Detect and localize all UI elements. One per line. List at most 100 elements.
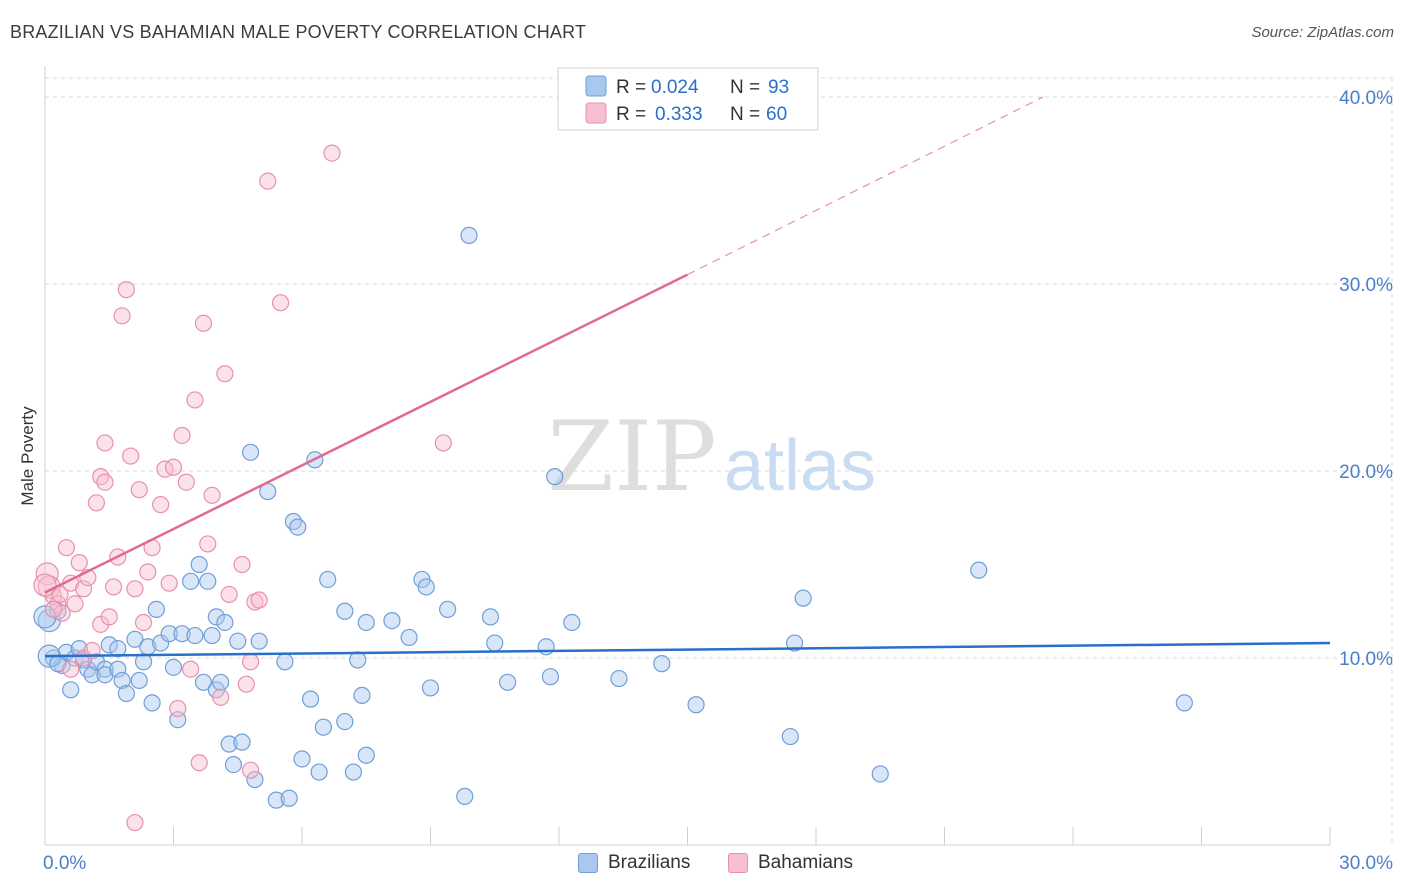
bahamians-point-8 (62, 660, 80, 678)
brazilians-point-32 (190, 555, 208, 574)
brazilians-point-41 (224, 755, 243, 774)
brazilians-point-36 (207, 608, 225, 626)
bahamians-point-28 (130, 481, 148, 499)
bahamians-point-36 (169, 699, 187, 718)
brazilians-point-45 (246, 770, 264, 789)
x-tick-label-0: 0.0% (43, 853, 86, 874)
brazilians-point-26 (160, 625, 178, 643)
series-bahamians (33, 144, 452, 832)
y-tick-label-3: 40.0% (1339, 88, 1393, 109)
y-tick-label-1: 20.0% (1339, 462, 1393, 483)
legend-r-value-1: 0.024 (651, 77, 699, 98)
legend-n-label-2: N = (730, 104, 760, 125)
brazilians-point-63 (353, 686, 371, 705)
brazilians-point-59 (336, 712, 354, 731)
bahamians-point-10 (70, 554, 88, 572)
bahamians-point-21 (104, 578, 123, 596)
brazilians-point-27 (164, 658, 183, 676)
bahamians-point-35 (164, 458, 183, 476)
brazilians-point-12 (96, 660, 114, 678)
y-tick-label-0: 10.0% (1339, 649, 1393, 670)
bahamians-point-46 (216, 365, 234, 383)
chart-title: BRAZILIAN VS BAHAMIAN MALE POVERTY CORRE… (10, 22, 587, 42)
brazilians-point-82 (653, 655, 671, 673)
brazilians-point-89 (1175, 694, 1193, 712)
brazilians-point-69 (417, 578, 435, 596)
bahamians-point-29 (134, 613, 153, 632)
bahamians-point-43 (199, 535, 217, 553)
bahamians-point-55 (271, 294, 290, 312)
brazilians-point-44 (242, 443, 260, 461)
watermark-atlas: atlas (724, 426, 876, 506)
bahamians-point-41 (190, 754, 208, 772)
brazilians-point-78 (541, 668, 560, 686)
trend-line-bahamians (44, 273, 689, 594)
bottom-legend-label-bahamians: Bahamians (758, 852, 854, 873)
brazilians-point-34 (199, 572, 217, 590)
brazilians-point-64 (357, 746, 375, 764)
brazilians-point-23 (143, 694, 161, 712)
brazilians-point-50 (280, 789, 298, 807)
trend-line-brazilians (44, 641, 1331, 658)
brazilians-point-17 (113, 671, 131, 690)
bahamians-point-50 (242, 653, 260, 671)
brazilians-point-53 (293, 750, 311, 768)
brazilians-point-86 (794, 589, 812, 607)
bahamians-point-53 (250, 591, 268, 609)
brazilians-point-75 (486, 634, 504, 652)
bahamians-point-40 (186, 391, 204, 409)
brazilians-point-57 (314, 718, 333, 736)
bahamians-point-9 (66, 595, 84, 613)
bahamians-point-34 (160, 574, 178, 592)
y-tick-label-2: 30.0% (1339, 275, 1393, 296)
bahamians-point-58 (33, 573, 57, 597)
bahamians-point-57 (434, 434, 452, 452)
bahamians-point-38 (177, 473, 195, 491)
bahamians-point-6 (57, 539, 76, 557)
bahamians-point-27 (126, 813, 144, 832)
brazilians-point-56 (310, 763, 328, 781)
bahamians-point-47 (220, 585, 238, 604)
bahamians-point-20 (100, 608, 118, 626)
bahamians-point-15 (87, 494, 106, 512)
bottom-legend-label-brazilians: Brazilians (608, 852, 691, 873)
brazilians-point-71 (439, 600, 457, 618)
brazilians-point-19 (126, 630, 144, 648)
source-label: Source: ZipAtlas.com (1251, 24, 1394, 41)
legend-r-label-2: R = (616, 104, 646, 125)
legend-swatch-brazilians-icon (578, 853, 598, 873)
bahamians-point-32 (152, 496, 170, 514)
brazilians-point-84 (781, 727, 799, 746)
brazilians-point-87 (871, 765, 889, 783)
brazilians-point-31 (186, 626, 204, 645)
brazilians-point-18 (117, 684, 135, 703)
bottom-legend-item-brazilians: Brazilians (578, 852, 690, 874)
brazilians-point-61 (344, 763, 362, 781)
brazilians-point-40 (220, 735, 238, 753)
brazilians-point-14 (100, 636, 118, 654)
brazilians-point-16 (109, 640, 127, 658)
bahamians-point-5 (53, 604, 71, 622)
legend-box: R = 0.024 N = 93 R = 0.333 N = 60 (557, 67, 819, 131)
brazilians-point-80 (563, 613, 581, 632)
bahamians-point-51 (242, 761, 260, 779)
brazilians-point-60 (336, 602, 354, 620)
brazilians-point-15 (109, 660, 127, 678)
x-tick-label-1: 30.0% (1339, 853, 1393, 874)
axes (44, 66, 1331, 846)
legend-n-value-2: 60 (766, 104, 787, 125)
bahamians-point-11 (74, 580, 93, 598)
legend-swatch-bahamians-icon (728, 853, 748, 873)
brazilians-point-5 (62, 681, 80, 699)
brazilians-point-83 (687, 696, 705, 714)
brazilians-point-43 (233, 733, 251, 751)
watermark-zip: ZIP (547, 401, 716, 513)
brazilians-point-49 (276, 653, 294, 671)
brazilians-point-35 (203, 626, 221, 645)
brazilians-point-62 (349, 651, 367, 669)
bahamians-point-23 (113, 307, 131, 325)
brazilians-point-24 (147, 600, 165, 618)
legend-swatch-blue (585, 75, 607, 97)
brazilians-point-25 (152, 634, 170, 652)
